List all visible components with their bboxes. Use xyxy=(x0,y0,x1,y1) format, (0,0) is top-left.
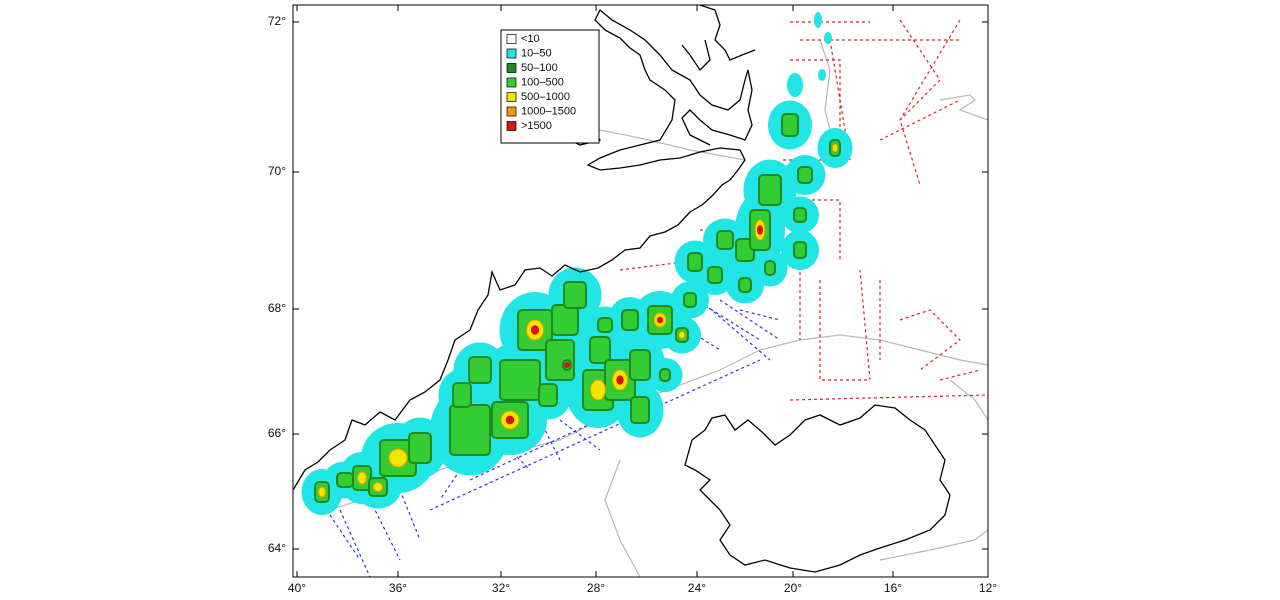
patch xyxy=(707,266,723,284)
legend-swatch xyxy=(506,77,517,88)
patch xyxy=(683,292,697,308)
legend-label: >1500 xyxy=(521,120,552,132)
patch xyxy=(687,252,703,272)
legend-label: 50–100 xyxy=(521,62,558,74)
patch xyxy=(716,230,734,250)
patch xyxy=(597,317,613,333)
legend-swatch xyxy=(506,34,517,44)
y-tick-label: 66° xyxy=(268,426,286,440)
patch xyxy=(629,349,651,381)
patch xyxy=(793,207,807,223)
legend-label: 1000–1500 xyxy=(521,105,576,117)
patch-peak xyxy=(757,225,763,235)
y-tick-label: 64° xyxy=(268,541,286,555)
patch-core xyxy=(832,143,838,153)
patch-halo xyxy=(814,12,822,28)
coastline-iceland xyxy=(684,404,951,573)
patch-core xyxy=(318,486,326,498)
patch xyxy=(781,113,799,137)
legend-label: <10 xyxy=(521,33,540,45)
patch-halo xyxy=(787,73,803,97)
patch-halo xyxy=(824,32,832,44)
patch xyxy=(738,277,752,293)
patch xyxy=(336,472,354,488)
legend: <10 10–50 50–100 100–500 500–1000 1000–1500 >1… xyxy=(500,29,600,144)
patch xyxy=(452,382,472,408)
patch xyxy=(468,356,492,384)
legend-label: 100–500 xyxy=(521,76,564,88)
x-tick-label: 40° xyxy=(288,581,306,595)
legend-swatch xyxy=(506,121,517,131)
x-tick-label: 28° xyxy=(587,581,605,595)
patch-peak xyxy=(657,316,663,324)
legend-label: 500–1000 xyxy=(521,91,570,103)
patch xyxy=(449,404,491,456)
y-tick-label: 68° xyxy=(268,301,286,315)
x-tick-label: 20° xyxy=(784,581,802,595)
coastline-greenland xyxy=(293,8,753,491)
map-area xyxy=(293,5,988,577)
map-frame xyxy=(292,4,989,578)
patch xyxy=(630,396,650,424)
x-tick-label: 24° xyxy=(688,581,706,595)
patch xyxy=(758,174,782,206)
patch xyxy=(659,368,671,382)
legend-swatch xyxy=(506,48,517,59)
patch-peak xyxy=(616,375,624,385)
patch xyxy=(764,260,776,276)
legend-swatch xyxy=(506,92,517,102)
patch xyxy=(563,281,587,309)
patch-core xyxy=(678,331,686,339)
legend-swatch xyxy=(506,63,517,73)
patch xyxy=(797,166,813,184)
patch xyxy=(793,241,807,259)
x-tick-label: 36° xyxy=(389,581,407,595)
survey-lines-red xyxy=(619,19,988,401)
density-patches xyxy=(301,12,853,515)
x-tick-label: 12° xyxy=(979,581,997,595)
patch-peak xyxy=(564,362,570,368)
patch-peak xyxy=(530,325,540,335)
patch xyxy=(408,432,432,464)
patch xyxy=(538,383,558,407)
patch-core xyxy=(357,471,367,485)
x-tick-label: 32° xyxy=(492,581,510,595)
patch xyxy=(551,304,579,336)
patch xyxy=(589,336,611,364)
patch-peak xyxy=(505,415,515,425)
patch xyxy=(499,359,541,401)
patch-core xyxy=(373,482,383,492)
patch-core xyxy=(388,448,408,468)
y-tick-label: 72° xyxy=(268,14,286,28)
x-tick-label: 16° xyxy=(884,581,902,595)
patch-core xyxy=(590,379,606,401)
legend-label: 10–50 xyxy=(521,47,552,59)
patch-halo xyxy=(818,69,826,81)
legend-swatch xyxy=(506,106,517,117)
legend-box xyxy=(500,29,600,144)
axis-ticks: 72° 70° 68° 66° 64° 40° 36° 32° 28° 24° 20° 16° 12° xyxy=(268,5,997,595)
patch xyxy=(621,309,639,331)
y-tick-label: 70° xyxy=(268,164,286,178)
